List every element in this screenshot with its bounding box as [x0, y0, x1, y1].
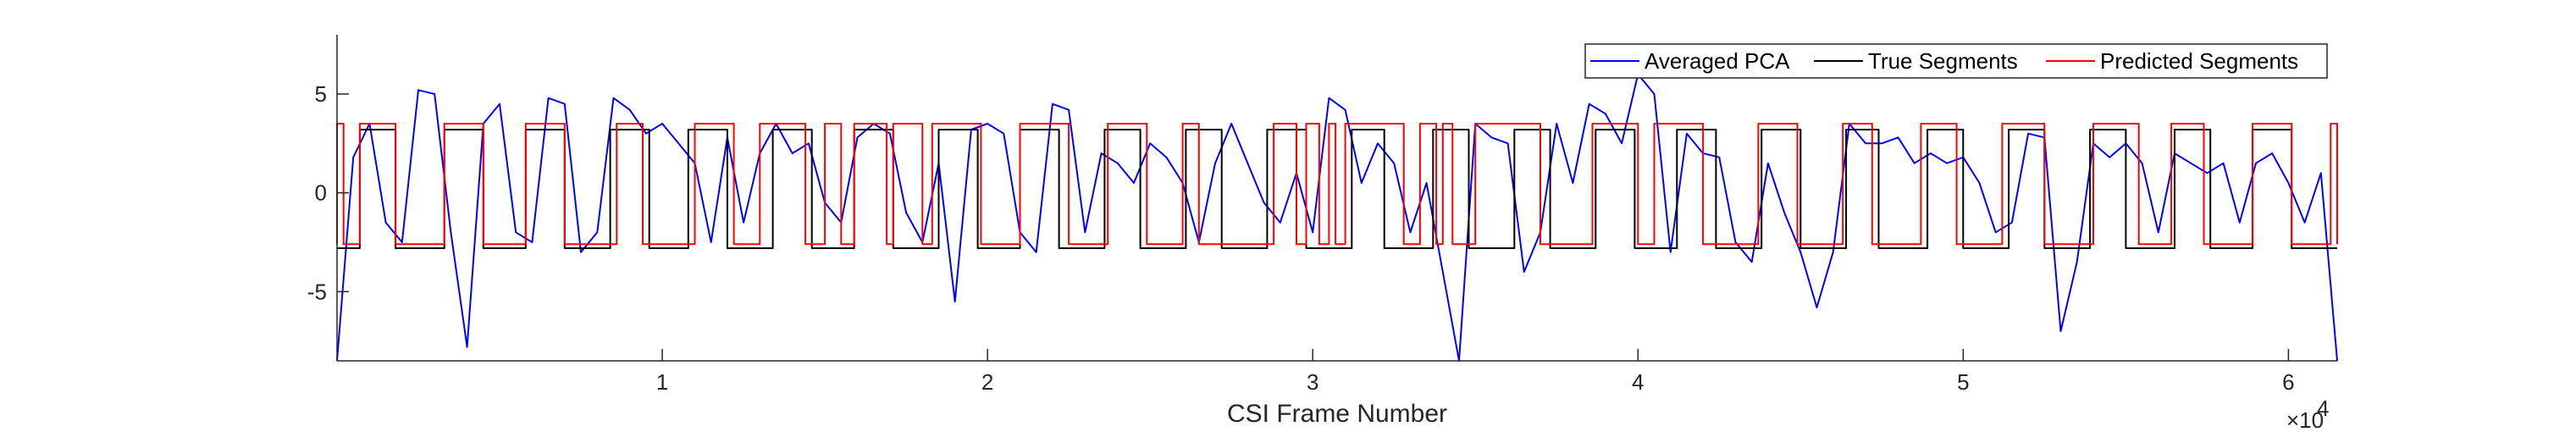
- legend-label-1: True Segments: [1868, 48, 2018, 74]
- x-axis-label: CSI Frame Number: [1227, 400, 1447, 428]
- legend-box: [1584, 43, 2328, 79]
- x-tick-label: 5: [1957, 369, 1969, 395]
- series-layer: [336, 73, 2338, 362]
- y-tick-label: 0: [315, 180, 327, 206]
- x-exponent-label: ×10 4: [2286, 396, 2329, 432]
- y-tick-label: -5: [307, 279, 327, 304]
- series-line-1: [337, 129, 2337, 249]
- svg-text:4: 4: [2317, 396, 2329, 421]
- legend: Averaged PCA True Segments Predicted Segme…: [1584, 43, 2328, 79]
- x-tick-label: 4: [1632, 369, 1644, 395]
- svg-text:×10: ×10: [2286, 407, 2324, 432]
- series-line-2: [336, 123, 2338, 246]
- legend-label-0: Averaged PCA: [1645, 48, 1790, 74]
- x-tick-label: 3: [1307, 369, 1318, 395]
- legend-label-2: Predicted Segments: [2100, 48, 2298, 74]
- x-tick-label: 1: [656, 369, 668, 395]
- x-tick-label: 6: [2282, 369, 2294, 395]
- y-tick-label: 5: [315, 81, 327, 107]
- plot-area-background: [337, 35, 2337, 361]
- axes-layer: 1 2 3 4 5 6 -5 0 5: [307, 35, 2337, 395]
- series-line-0: [336, 73, 2338, 362]
- x-tick-label: 2: [981, 369, 993, 395]
